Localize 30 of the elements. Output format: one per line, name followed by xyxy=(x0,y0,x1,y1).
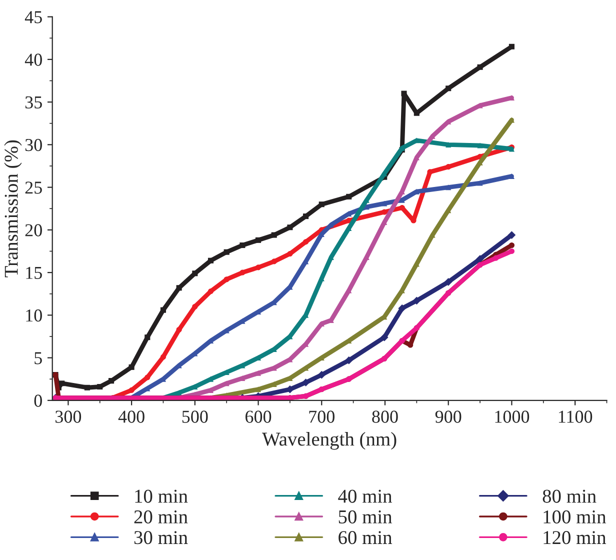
x-tick-label: 500 xyxy=(182,410,208,423)
x-tick-label: 700 xyxy=(309,410,334,423)
x-tick-label: 400 xyxy=(118,410,144,423)
y-tick-label: 10 xyxy=(26,309,42,322)
y-tick-label: 25 xyxy=(25,182,42,194)
x-tick-label: 600 xyxy=(246,410,272,423)
y-tick-label: 40 xyxy=(24,54,42,66)
legend-label: 40 min xyxy=(338,490,392,503)
legend-label: 60 min xyxy=(338,531,392,544)
y-tick-label: 20 xyxy=(25,224,42,236)
legend-label: 100 min xyxy=(544,510,606,524)
y-tick-label: 35 xyxy=(25,96,42,108)
x-axis-title: Wavelength (nm) xyxy=(262,432,396,450)
y-tick-label: 30 xyxy=(25,138,42,152)
legend-label: 50 min xyxy=(338,510,392,524)
x-tick-label: 900 xyxy=(435,410,462,423)
legend-label: 80 min xyxy=(542,490,596,503)
y-axis-title: Transmission (%) xyxy=(4,140,22,278)
x-tick-label: 1100 xyxy=(558,410,592,423)
legend-label: 10 min xyxy=(135,490,188,503)
legend-label: 20 min xyxy=(134,510,188,524)
y-tick-label: 0 xyxy=(34,394,42,407)
x-tick-label: 300 xyxy=(56,410,82,423)
y-tick-label: 45 xyxy=(24,11,42,24)
legend-label: 30 min xyxy=(134,531,188,544)
legend-label: 120 min xyxy=(544,531,606,544)
y-tick-label: 5 xyxy=(34,352,42,364)
x-tick-label: 1000 xyxy=(495,410,530,423)
x-tick-label: 800 xyxy=(372,410,398,423)
y-tick-label: 15 xyxy=(26,266,42,279)
